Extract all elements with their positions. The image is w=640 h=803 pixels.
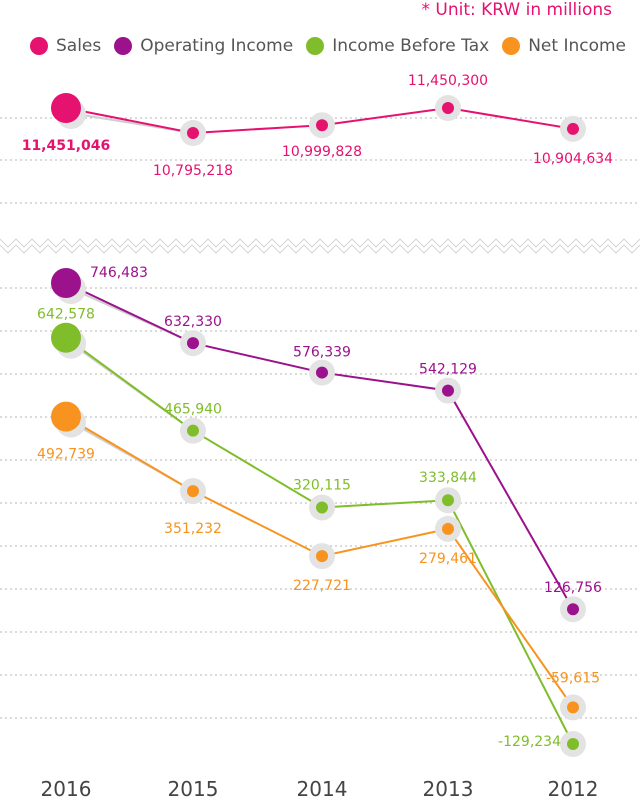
legend: Sales Operating Income Income Before Tax… — [30, 36, 639, 56]
income-before-tax-data-label-2: 320,115 — [293, 477, 351, 493]
legend-dot-income-before-tax — [306, 37, 325, 55]
series-net-income: 492,739 351,232 227,721 279,461 -59,615 — [37, 401, 600, 721]
legend-label-income-before-tax: Income Before Tax — [332, 36, 490, 56]
legend-item-operating-income: Operating Income — [114, 36, 293, 56]
net-income-point-2 — [316, 550, 328, 563]
income-before-tax-point-1 — [187, 424, 199, 437]
net-income-data-label-0: 492,739 — [37, 447, 95, 463]
income-before-tax-point-2 — [316, 501, 328, 514]
income-before-tax-data-label-0: 642,578 — [37, 307, 95, 323]
sales-point-3 — [442, 102, 454, 115]
x-tick-label-2012: 2012 — [548, 777, 599, 801]
legend-dot-operating-income — [114, 37, 133, 55]
sales-point-4 — [567, 122, 579, 135]
net-income-point-1 — [187, 485, 199, 498]
unit-note: * Unit: KRW in millions — [421, 0, 612, 20]
sales-data-label-4: 10,904,634 — [533, 151, 613, 167]
legend-label-sales: Sales — [56, 36, 102, 56]
operating-income-data-label-4: 126,756 — [544, 580, 602, 596]
operating-income-point-1 — [187, 337, 199, 350]
net-income-data-label-1: 351,232 — [164, 521, 222, 537]
income-before-tax-data-label-3: 333,844 — [419, 470, 477, 486]
legend-item-income-before-tax: Income Before Tax — [306, 36, 489, 56]
sales-data-label-2: 10,999,828 — [282, 144, 362, 160]
series-operating-income: 746,483 632,330 576,339 542,129 126,756 — [51, 265, 602, 623]
axis-break-bottom — [0, 244, 640, 254]
income-before-tax-point-3 — [442, 494, 454, 507]
legend-label-operating-income: Operating Income — [140, 36, 294, 56]
x-tick-label-2014: 2014 — [297, 777, 348, 801]
x-axis: 2016 2015 2014 2013 2012 — [41, 777, 599, 801]
operating-income-data-label-2: 576,339 — [293, 345, 351, 361]
x-tick-label-2016: 2016 — [41, 777, 92, 801]
gridlines — [0, 117, 640, 719]
income-before-tax-line — [65, 336, 574, 745]
operating-income-point-0 — [51, 268, 81, 298]
income-before-tax-data-label-4: -129,234 — [498, 734, 561, 750]
operating-income-data-label-0: 746,483 — [90, 265, 148, 281]
legend-item-sales: Sales — [30, 36, 101, 56]
series-income-before-tax: 642,578 465,940 320,115 333,844 -129,234 — [37, 307, 586, 757]
sales-point-1 — [187, 127, 199, 139]
sales-data-label-1: 10,795,218 — [153, 163, 233, 179]
income-before-tax-point-0 — [51, 322, 81, 353]
sales-data-label-3: 11,450,300 — [408, 73, 488, 89]
series-sales: 11,451,046 10,795,218 10,999,828 11,450,300… — [22, 73, 613, 179]
operating-income-data-label-1: 632,330 — [164, 314, 222, 330]
sales-data-label-0: 11,451,046 — [22, 138, 111, 154]
net-income-point-0 — [51, 401, 81, 432]
operating-income-data-label-3: 542,129 — [419, 362, 477, 378]
net-income-data-label-3: 279,461 — [419, 551, 477, 567]
operating-income-point-4 — [567, 603, 579, 616]
net-income-point-3 — [442, 522, 454, 535]
net-income-data-label-4: -59,615 — [546, 670, 600, 686]
income-before-tax-point-4 — [567, 738, 579, 750]
legend-dot-sales — [30, 37, 48, 55]
income-before-tax-data-label-1: 465,940 — [164, 402, 222, 418]
x-tick-label-2013: 2013 — [423, 777, 474, 801]
net-income-data-label-2: 227,721 — [293, 578, 351, 594]
sales-point-2 — [316, 119, 328, 132]
operating-income-point-3 — [442, 384, 454, 397]
x-tick-label-2015: 2015 — [168, 777, 219, 801]
axis-break-top — [0, 238, 640, 248]
legend-label-net-income: Net Income — [528, 36, 627, 56]
legend-item-net-income: Net Income — [502, 36, 626, 56]
net-income-point-4 — [567, 701, 579, 714]
sales-point-0 — [51, 93, 81, 123]
legend-dot-net-income — [502, 37, 521, 55]
operating-income-point-2 — [316, 366, 328, 379]
